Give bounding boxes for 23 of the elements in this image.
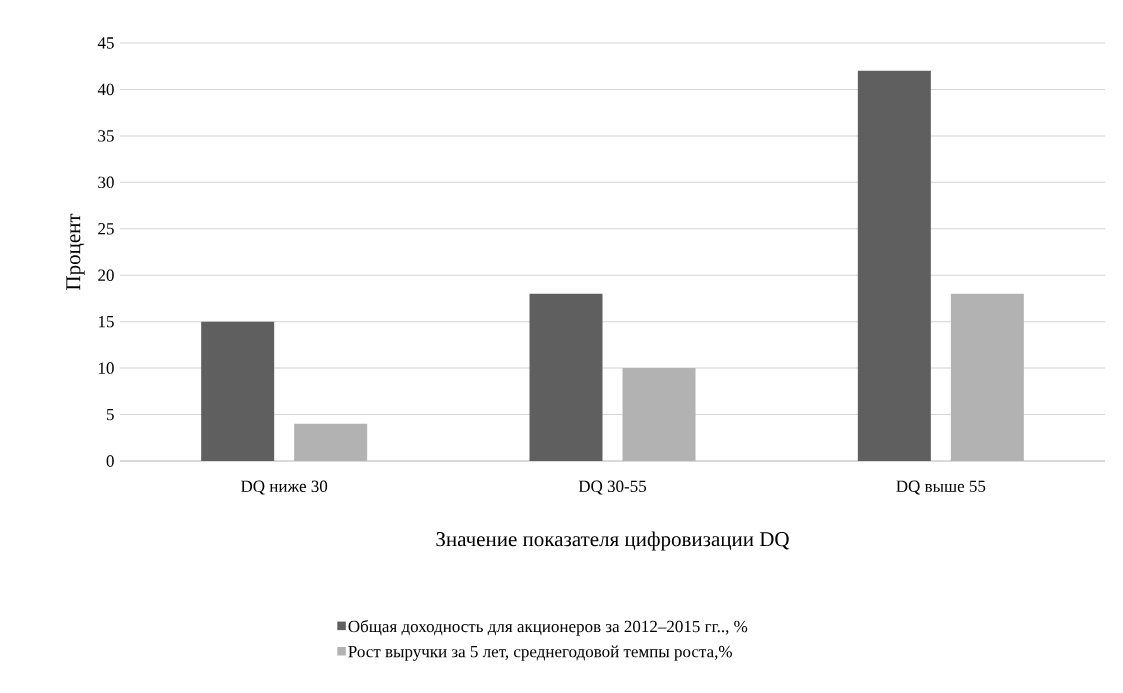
legend-label: Общая доходность для акционеров за 2012–2015 гг.., % <box>348 619 748 636</box>
y-tick-label: 30 <box>98 176 114 189</box>
y-tick-label: 20 <box>98 269 114 281</box>
x-tick-label: DQ 30-55 <box>578 480 647 495</box>
legend-label: Рост выручки за 5 лет, среднегодовой темпы роста,% <box>348 645 732 661</box>
x-tick-label: DQ ниже 30 <box>241 480 328 495</box>
bar <box>529 293 603 461</box>
bar <box>857 70 931 461</box>
x-tick-label: DQ выше 55 <box>896 480 986 495</box>
y-tick-label: 10 <box>98 362 114 374</box>
bar <box>294 423 368 461</box>
y-tick-label: 35 <box>98 130 114 142</box>
bar <box>950 293 1024 461</box>
x-axis-title: Значение показателя цифровизации DQ <box>436 531 790 551</box>
y-axis-title: Процент <box>66 213 85 290</box>
y-tick-label: 40 <box>97 83 114 96</box>
y-tick-label: 25 <box>98 223 114 235</box>
y-tick-label: 45 <box>97 37 114 49</box>
y-tick-label: 15 <box>98 315 114 328</box>
bar <box>622 368 696 461</box>
y-tick-label: 5 <box>106 408 114 421</box>
y-tick-label: 0 <box>106 455 114 467</box>
bar <box>201 321 275 461</box>
